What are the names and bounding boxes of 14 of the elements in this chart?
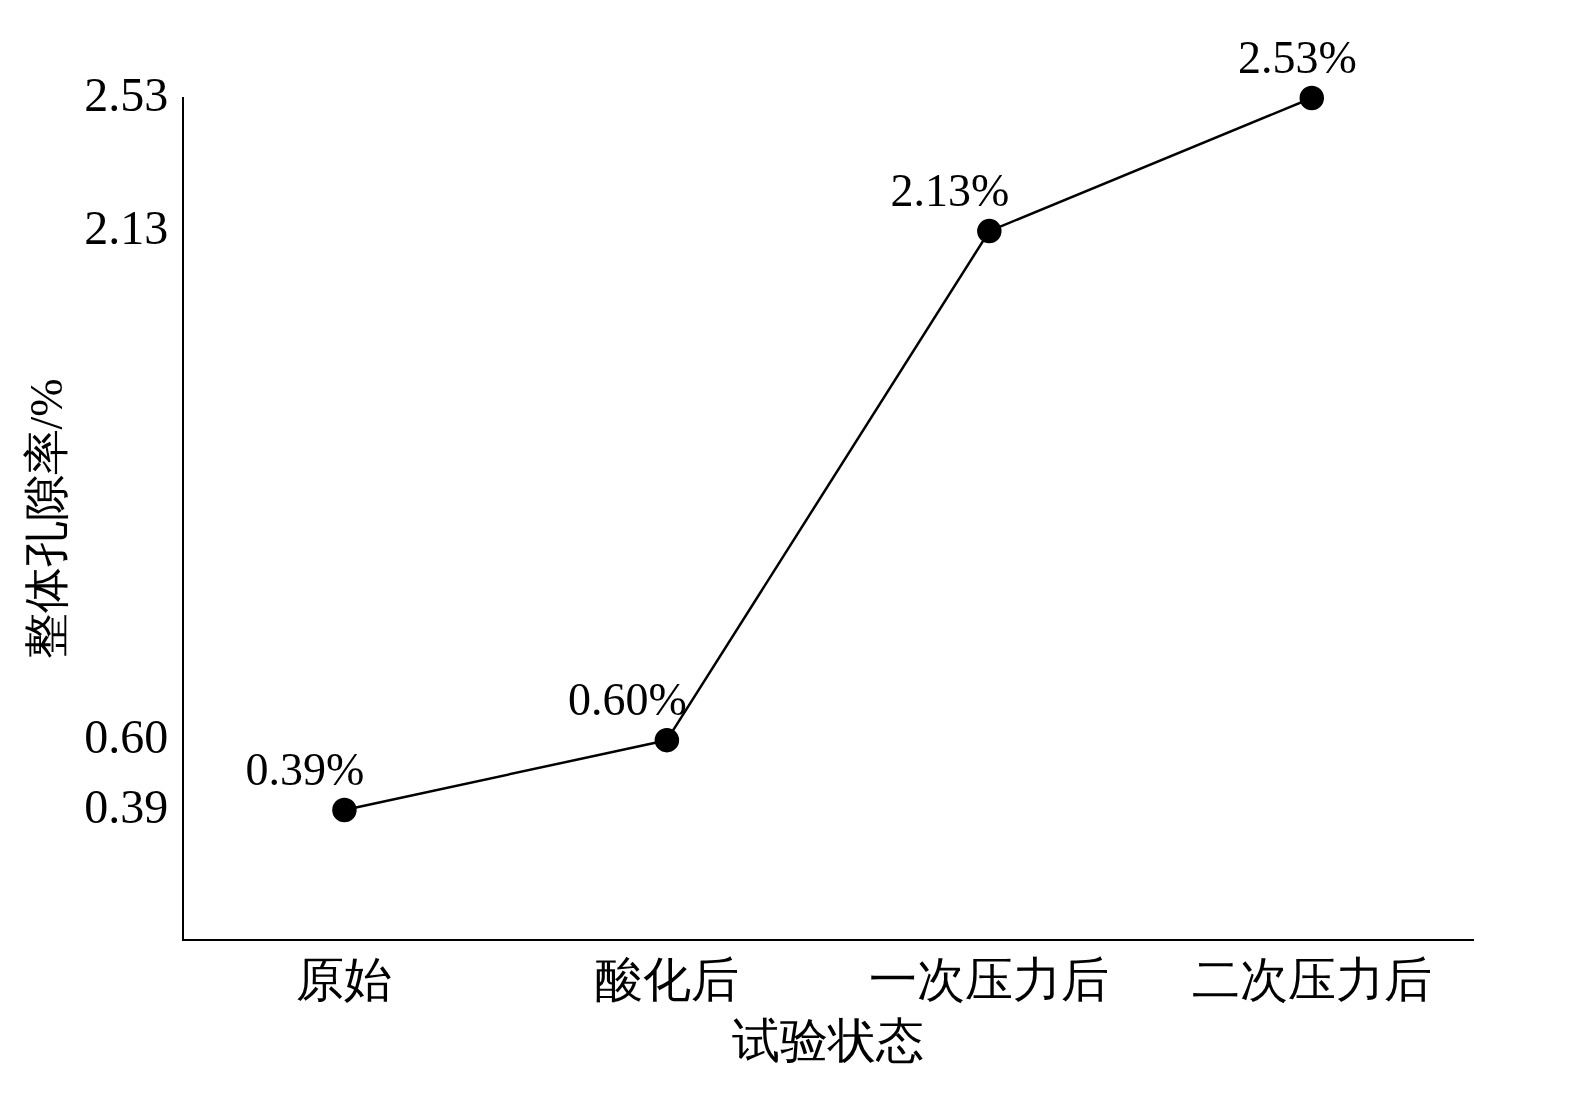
y-tick-label: 0.39	[84, 779, 169, 833]
y-tick-label: 0.60	[84, 709, 169, 763]
x-tick-label: 酸化后	[594, 953, 739, 1007]
y-axis-title: 整体孔隙率/%	[20, 378, 72, 660]
x-tick-label: 一次压力后	[869, 953, 1110, 1007]
x-axis-title: 试验状态	[732, 1013, 925, 1067]
y-tick-label: 2.53	[84, 67, 169, 121]
data-label: 2.13%	[890, 165, 1010, 217]
data-label: 2.53%	[1237, 32, 1357, 84]
x-tick-label: 二次压力后	[1191, 953, 1432, 1007]
data-label: 0.60%	[568, 674, 687, 726]
y-tick-label: 2.13	[84, 200, 169, 254]
x-tick-label: 原始	[296, 953, 393, 1007]
data-label: 0.39%	[245, 744, 365, 796]
